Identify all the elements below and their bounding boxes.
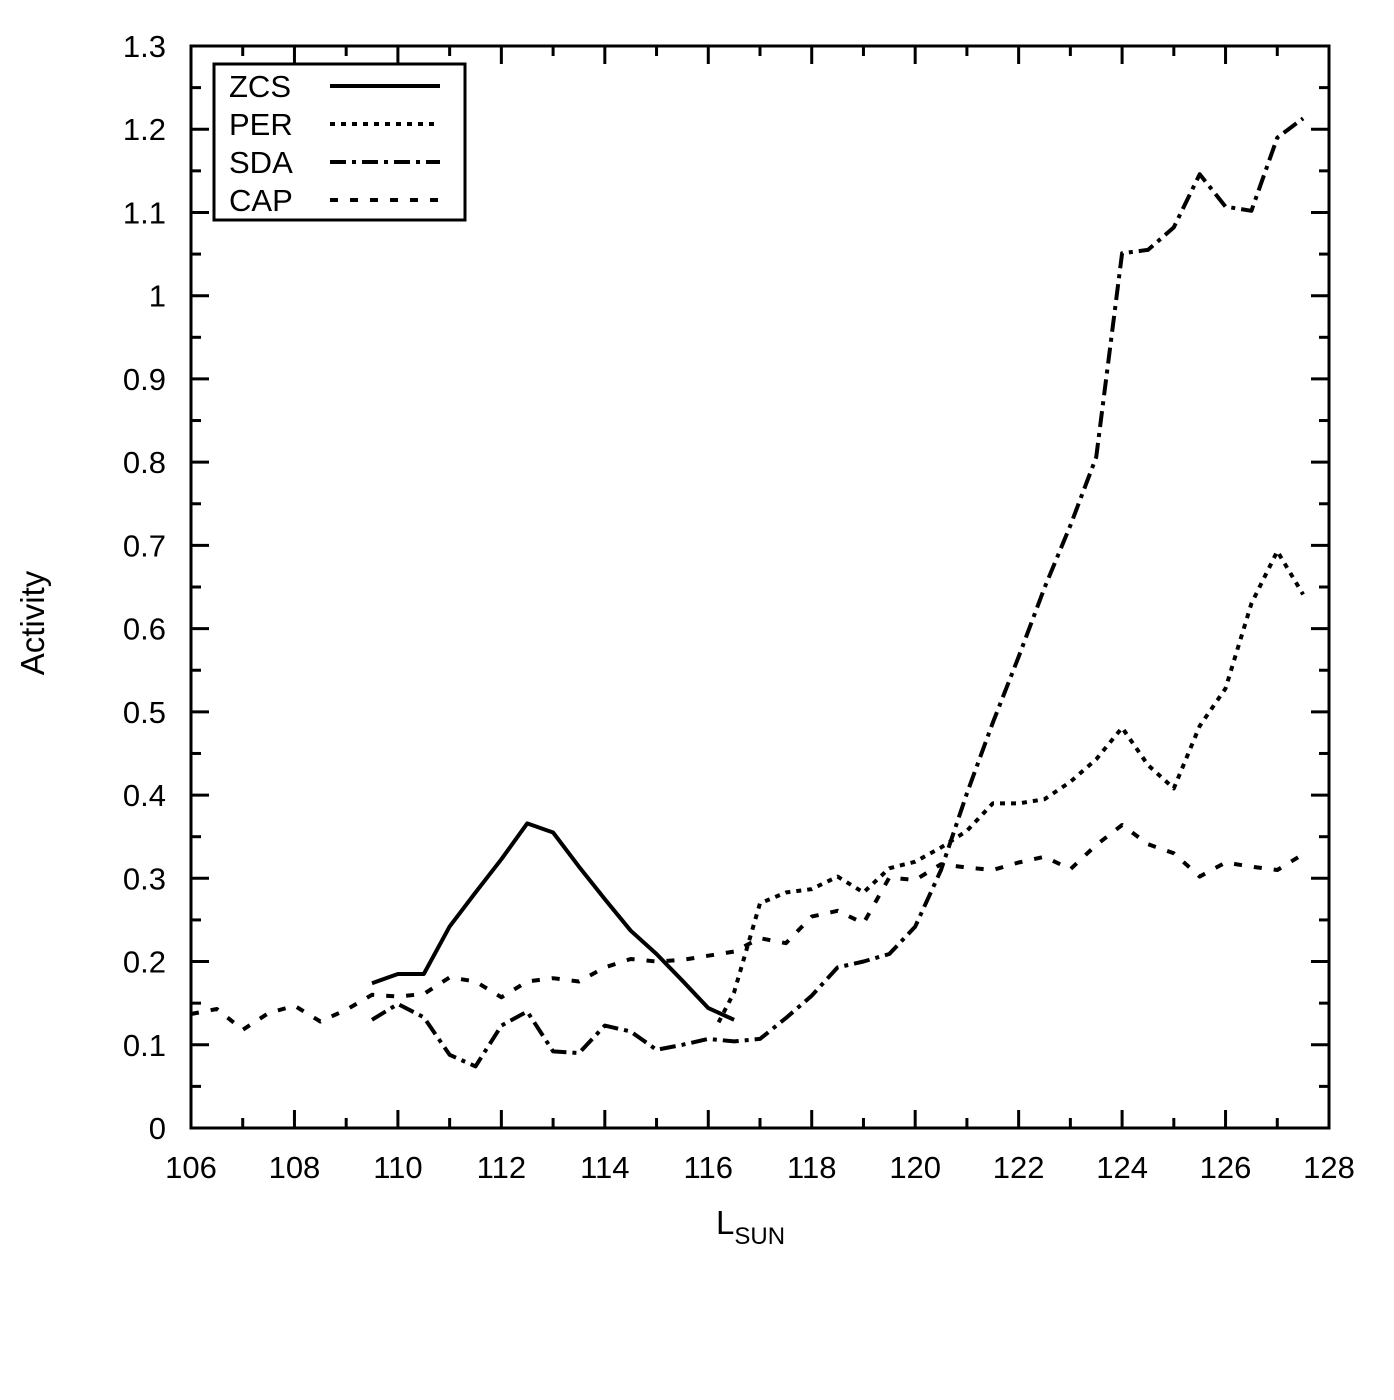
x-tick-label: 106 — [165, 1150, 217, 1185]
y-tick-labels: 0 0.1 0.2 0.3 0.4 0.5 0.6 0.7 0.8 0.9 1 1.1 1.2 1.3 — [123, 29, 166, 1146]
x-tick-label: 120 — [889, 1150, 941, 1185]
series-line-cap — [190, 823, 1305, 1032]
y-tick-label: 0.5 — [123, 695, 166, 730]
x-tick-labels: 106 108 110 112 114 116 118 120 122 124 126 128 — [165, 1150, 1355, 1185]
x-tick-label: 128 — [1303, 1150, 1355, 1185]
x-axis-title: LSUN — [716, 1204, 785, 1250]
x-tick-label: 108 — [269, 1150, 321, 1185]
y-tick-label: 0.2 — [123, 945, 166, 980]
y-tick-label: 0.8 — [123, 445, 166, 480]
y-axis-title: Activity — [14, 570, 51, 675]
y-tick-label: 1 — [149, 279, 166, 314]
x-axis-title-subscript: SUN — [734, 1223, 785, 1250]
x-tick-label: 116 — [684, 1150, 733, 1185]
y-tick-label: 0 — [149, 1111, 166, 1146]
x-tick-label: 118 — [787, 1150, 836, 1185]
series-lines — [190, 116, 1305, 1069]
x-tick-label: 126 — [1200, 1150, 1252, 1185]
series-line-zcs — [371, 821, 735, 1022]
series-line-per — [716, 549, 1305, 1024]
x-tick-label: 122 — [993, 1150, 1045, 1185]
y-tick-label: 0.6 — [123, 612, 166, 647]
y-tick-label: 0.7 — [123, 528, 166, 563]
y-tick-label: 1.2 — [123, 112, 166, 147]
y-tick-label: 0.1 — [123, 1028, 166, 1063]
plot-frame — [189, 44, 1331, 1130]
y-tick-label: 0.9 — [123, 362, 166, 397]
y-tick-label: 1.1 — [123, 195, 166, 230]
x-tick-label: 124 — [1096, 1150, 1148, 1185]
legend-label-cap: CAP — [229, 183, 293, 218]
y-tick-label: 0.4 — [123, 778, 166, 813]
legend-label-per: PER — [229, 107, 293, 142]
y-tick-label: 0.3 — [123, 861, 166, 896]
x-tick-label: 112 — [477, 1150, 526, 1185]
legend-label-sda: SDA — [229, 145, 293, 180]
legend-label-zcs: ZCS — [229, 69, 291, 104]
series-line-sda — [370, 116, 1305, 1069]
x-tick-label: 114 — [580, 1150, 629, 1185]
legend-box — [212, 62, 467, 222]
y-tick-label: 1.3 — [123, 29, 166, 64]
x-axis-title-main: L — [716, 1204, 734, 1241]
x-tick-label: 110 — [373, 1150, 422, 1185]
